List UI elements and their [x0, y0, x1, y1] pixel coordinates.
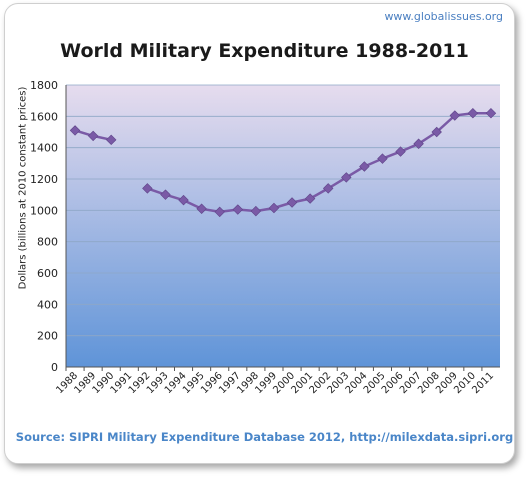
- data-point: [286, 197, 298, 208]
- data-point: [87, 130, 99, 142]
- y-tick-label: 400: [37, 298, 58, 311]
- data-point: [69, 125, 81, 136]
- data-point: [485, 107, 497, 119]
- x-tick-label: 2011: [470, 370, 496, 396]
- data-point: [178, 194, 189, 206]
- data-point: [105, 134, 117, 146]
- y-tick-label: 0: [51, 361, 58, 374]
- data-point: [413, 138, 424, 149]
- x-tick-labels: 1988198919901991199219931994199519961997…: [54, 370, 496, 396]
- y-tick-label: 1200: [30, 173, 58, 186]
- data-point: [377, 153, 388, 164]
- data-point: [304, 193, 316, 204]
- y-tick-labels: 0 200 400 600 800 1000 1200 1400 1600 1800: [30, 79, 58, 374]
- y-tick-label: 1000: [30, 204, 58, 217]
- gridlines: [65, 84, 500, 371]
- y-tick-label: 800: [37, 236, 58, 249]
- y-tick-label: 1600: [30, 110, 58, 123]
- data-point: [250, 205, 262, 217]
- chart-title: World Military Expenditure 1988-2011: [60, 40, 469, 62]
- plot-area: [66, 85, 500, 367]
- data-point: [359, 161, 370, 172]
- data-point: [160, 189, 171, 200]
- data-point: [232, 204, 244, 215]
- y-tick-label: 200: [37, 330, 58, 343]
- data-point: [467, 107, 479, 119]
- data-point: [196, 203, 207, 214]
- data-point: [449, 110, 461, 121]
- source-note[interactable]: Source: SIPRI Military Expenditure Datab…: [15, 430, 514, 444]
- data-point: [214, 206, 225, 218]
- data-point: [395, 146, 406, 157]
- y-tick-label: 600: [37, 267, 58, 280]
- y-tick-label: 1400: [30, 142, 58, 155]
- data-point: [431, 126, 442, 138]
- data-point: [142, 183, 153, 194]
- y-tick-label: 1800: [30, 79, 58, 92]
- data-point: [322, 183, 334, 194]
- data-point: [268, 202, 280, 214]
- watermark[interactable]: www.globalissues.org: [384, 10, 503, 23]
- series-markers: [69, 107, 497, 218]
- data-point: [341, 172, 352, 183]
